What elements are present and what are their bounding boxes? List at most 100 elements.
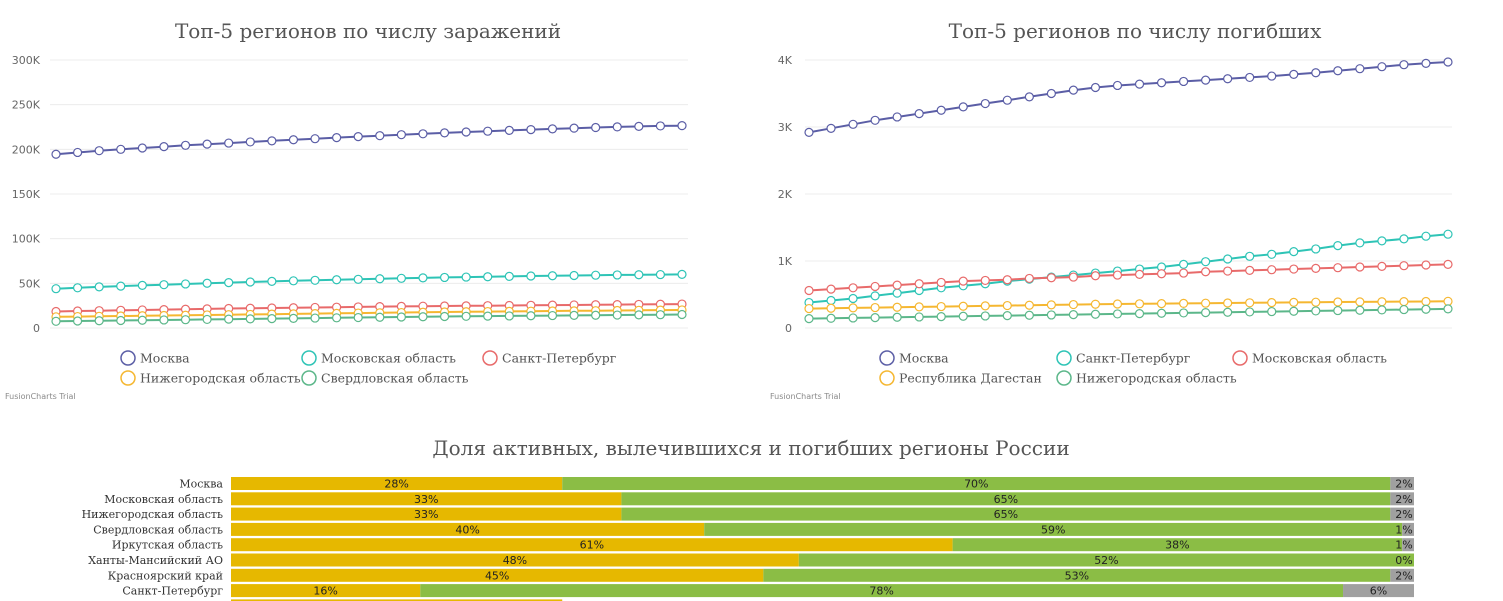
data-point[interactable] — [804, 285, 814, 296]
data-point[interactable] — [288, 135, 299, 145]
data-point[interactable] — [51, 316, 61, 326]
data-point[interactable] — [1421, 58, 1431, 68]
data-point[interactable] — [936, 105, 946, 115]
data-point[interactable] — [267, 136, 277, 146]
bar-segment[interactable] — [231, 568, 764, 582]
data-point[interactable] — [396, 273, 406, 283]
data-point[interactable] — [980, 275, 990, 286]
bar-segment[interactable] — [231, 553, 799, 567]
data-point[interactable] — [332, 313, 342, 323]
data-point[interactable] — [958, 311, 968, 321]
data-point[interactable] — [483, 126, 493, 136]
data-point[interactable] — [1024, 300, 1034, 310]
data-point[interactable] — [224, 278, 234, 288]
data-point[interactable] — [159, 315, 169, 325]
data-point[interactable] — [1377, 297, 1387, 307]
data-point[interactable] — [826, 284, 836, 294]
legend-item-нижегородская-область[interactable]: Нижегородская область — [1056, 370, 1237, 386]
data-point[interactable] — [202, 139, 212, 149]
data-point[interactable] — [655, 310, 666, 320]
data-point[interactable] — [1156, 269, 1167, 279]
data-point[interactable] — [914, 312, 924, 322]
data-point[interactable] — [1377, 261, 1387, 271]
data-point[interactable] — [288, 313, 299, 323]
data-point[interactable] — [1421, 304, 1431, 314]
data-point[interactable] — [94, 282, 104, 292]
data-point[interactable] — [958, 301, 968, 311]
data-point[interactable] — [1267, 249, 1277, 259]
data-point[interactable] — [612, 310, 622, 320]
data-point[interactable] — [980, 311, 990, 321]
bar-segment[interactable] — [231, 507, 622, 521]
data-point[interactable] — [1333, 263, 1343, 273]
data-point[interactable] — [288, 276, 299, 286]
data-point[interactable] — [1355, 297, 1365, 307]
bar-segment[interactable] — [1390, 477, 1414, 490]
data-point[interactable] — [526, 271, 536, 281]
data-point[interactable] — [1443, 57, 1453, 67]
data-point[interactable] — [1201, 75, 1211, 85]
bar-segment[interactable] — [231, 538, 953, 552]
data-point[interactable] — [1245, 298, 1255, 308]
legend-item-нижегородская-область[interactable]: Нижегородская область — [120, 370, 301, 386]
bar-segment[interactable] — [952, 538, 1403, 552]
data-point[interactable] — [1311, 244, 1321, 254]
bar-segment[interactable] — [763, 568, 1391, 582]
data-point[interactable] — [504, 311, 514, 321]
data-point[interactable] — [569, 310, 579, 321]
data-point[interactable] — [914, 279, 924, 289]
bar-segment[interactable] — [1402, 538, 1414, 552]
data-point[interactable] — [180, 140, 191, 150]
data-point[interactable] — [1333, 240, 1343, 251]
data-point[interactable] — [892, 112, 902, 122]
data-point[interactable] — [547, 124, 558, 134]
data-point[interactable] — [1112, 309, 1123, 319]
data-point[interactable] — [936, 301, 946, 312]
data-point[interactable] — [159, 280, 169, 290]
data-point[interactable] — [1421, 296, 1431, 307]
bar-segment[interactable] — [231, 492, 622, 506]
data-point[interactable] — [72, 147, 83, 158]
data-point[interactable] — [634, 310, 644, 320]
data-point[interactable] — [1112, 80, 1123, 91]
data-point[interactable] — [677, 269, 687, 279]
legend-item-свердловская-область[interactable]: Свердловская область — [301, 370, 469, 386]
data-point[interactable] — [1156, 78, 1167, 88]
data-point[interactable] — [591, 270, 601, 280]
data-point[interactable] — [224, 138, 234, 148]
data-point[interactable] — [677, 309, 687, 320]
data-point[interactable] — [1090, 299, 1101, 309]
data-point[interactable] — [1267, 265, 1277, 275]
data-point[interactable] — [1245, 265, 1255, 275]
data-point[interactable] — [180, 279, 191, 289]
data-point[interactable] — [332, 275, 342, 285]
data-point[interactable] — [848, 283, 858, 293]
bar-segment[interactable] — [1390, 507, 1414, 521]
data-point[interactable] — [137, 280, 147, 290]
legend-item-московская-область[interactable]: Московская область — [301, 350, 456, 366]
data-point[interactable] — [1333, 305, 1343, 316]
bar-segment[interactable] — [231, 477, 563, 490]
data-point[interactable] — [1178, 259, 1189, 269]
data-point[interactable] — [1377, 236, 1387, 246]
data-point[interactable] — [224, 314, 234, 324]
data-point[interactable] — [1090, 271, 1101, 281]
data-point[interactable] — [1443, 229, 1453, 239]
data-point[interactable] — [591, 122, 601, 133]
data-point[interactable] — [1046, 300, 1056, 310]
data-point[interactable] — [439, 311, 450, 322]
data-point[interactable] — [375, 312, 385, 322]
data-point[interactable] — [634, 270, 644, 280]
data-point[interactable] — [1245, 307, 1255, 317]
data-point[interactable] — [1267, 298, 1277, 308]
data-point[interactable] — [1223, 298, 1233, 308]
data-point[interactable] — [94, 146, 104, 156]
data-point[interactable] — [1178, 308, 1189, 318]
data-point[interactable] — [94, 316, 104, 326]
data-point[interactable] — [914, 108, 924, 119]
data-point[interactable] — [1289, 247, 1299, 257]
data-point[interactable] — [1377, 305, 1387, 315]
data-point[interactable] — [439, 272, 450, 283]
data-point[interactable] — [980, 98, 990, 109]
bar-segment[interactable] — [621, 492, 1391, 506]
